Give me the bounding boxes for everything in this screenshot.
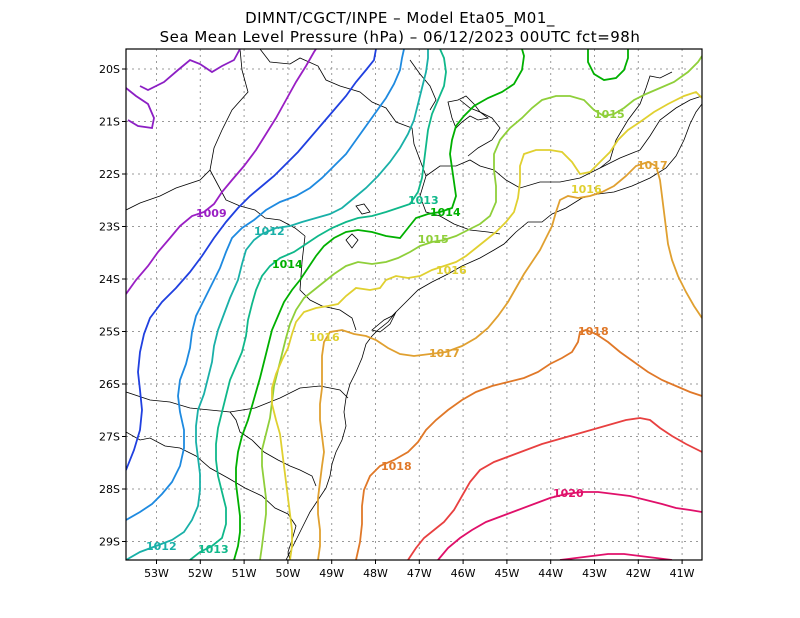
map-title-line2: Sea Mean Level Pressure (hPa) – 06/12/20… [159,28,641,46]
lon-tick-label: 43W [582,567,607,580]
lat-tick-label: 24S [99,273,120,286]
contour-label: 1016 [436,264,467,277]
lon-tick-label: 42W [626,567,651,580]
state-border [459,99,501,157]
bay [371,311,397,333]
isobar-1014 [233,49,525,560]
lat-tick-label: 22S [99,168,120,181]
contour-label: 1014 [430,206,461,219]
lat-lon-grid [126,49,702,560]
state-border [409,59,437,111]
state-border [419,175,501,235]
contour-label: 1015 [418,233,449,246]
contour-label: 1015 [594,108,625,121]
state-border [639,95,702,151]
state-border [126,385,349,413]
contour-label: 1018 [381,460,412,473]
lat-tick-label: 27S [99,431,120,444]
lat-tick-label: 28S [99,483,120,496]
isobar-1012 [126,49,429,560]
state-border [259,49,427,177]
lon-tick-label: 41W [670,567,695,580]
isobar-1008 [126,87,155,130]
country-border [229,411,317,487]
lat-tick-label: 20S [99,63,120,76]
contour-labels: 1009 1012 1012 1013 1013 1014 1014 1015 … [146,108,668,556]
lat-tick-label: 26S [99,378,120,391]
atlantic-coastline [285,103,702,560]
lon-tick-label: 48W [363,567,388,580]
isobar-1015 [259,55,702,560]
lon-tick-label: 46W [451,567,476,580]
isobar-1013 [189,49,447,560]
contour-label: 1013 [198,543,229,556]
contour-label: 1016 [309,331,340,344]
isobar-1017 [317,161,702,560]
isobar-1016 [271,90,702,560]
contour-label: 1017 [637,159,668,172]
lat-tick-label: 25S [99,326,120,339]
state-border [425,149,641,189]
isobar-1009 [126,49,317,295]
lon-tick-label: 50W [275,567,300,580]
contour-label: 1012 [254,225,285,238]
isobar-1008b [139,49,241,92]
state-border [299,235,357,331]
coastlines-and-borders [126,49,702,560]
isobar-1020 [437,491,702,560]
lon-tick-label: 52W [188,567,213,580]
isobar-1019 [407,417,702,560]
state-border [599,71,673,169]
lon-tick-label: 53W [144,567,169,580]
contour-label: 1012 [146,540,177,553]
contour-label: 1018 [578,325,609,338]
lat-tick-label: 21S [99,116,120,129]
map-frame [125,48,703,561]
map-title-line1: DIMNT/CGCT/INPE – Model Eta05_M01_ [245,9,555,27]
contour-label: 1013 [408,194,439,207]
lon-tick-label: 51W [232,567,257,580]
contour-label: 1009 [196,207,227,220]
isobar-1018 [355,329,702,560]
lon-tick-label: 47W [407,567,432,580]
contour-label: 1017 [429,347,460,360]
axis-ticks: 53W 52W 51W 50W 49W 48W 47W 46W 45W 44W 43W 42W 41W 2… [99,63,695,580]
state-border [126,49,249,211]
contour-label: 1014 [272,258,303,271]
isobar-1021 [559,553,673,560]
contour-label: 1016 [571,183,602,196]
reservoir [355,203,371,215]
lon-tick-label: 49W [319,567,344,580]
isobar-1014b [587,49,629,81]
isobars [126,49,702,560]
isobar-1010 [126,49,377,471]
lon-tick-label: 44W [538,567,563,580]
lat-tick-label: 23S [99,221,120,234]
contour-label: 1020 [553,487,584,500]
isobar-1011 [126,49,405,521]
reservoir [345,233,359,249]
lon-tick-label: 45W [494,567,519,580]
lat-tick-label: 29S [99,536,120,549]
